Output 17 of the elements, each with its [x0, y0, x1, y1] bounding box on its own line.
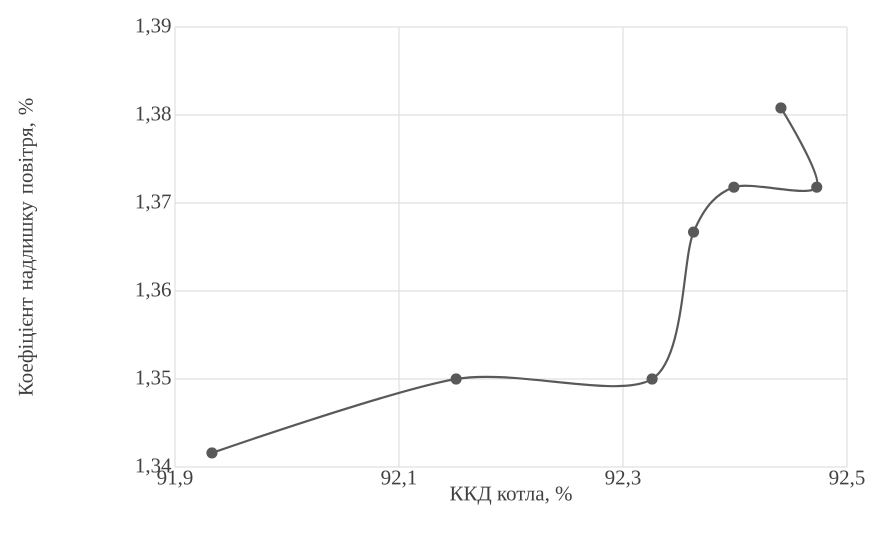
- y-tick-label: 1,37: [136, 194, 171, 212]
- point: [206, 447, 218, 458]
- point: [728, 182, 740, 193]
- point: [450, 373, 462, 385]
- point: [775, 102, 786, 114]
- point: [811, 182, 822, 193]
- x-tick-label: 92,5: [829, 470, 864, 488]
- y-tick-label: 1,35: [136, 370, 171, 388]
- point: [688, 226, 700, 238]
- x-axis-title: ККД котла, %: [450, 486, 572, 505]
- y-tick-label: 1,38: [136, 106, 171, 124]
- x-tick-label: 92,3: [605, 470, 640, 488]
- y-axis-title: Коефіцієнт надлишку повітря, %: [18, 98, 38, 396]
- y-tick-label: 1,39: [136, 18, 171, 36]
- point: [646, 373, 658, 385]
- x-tick-label: 92,1: [381, 470, 416, 488]
- y-tick-label: 1,36: [136, 282, 171, 300]
